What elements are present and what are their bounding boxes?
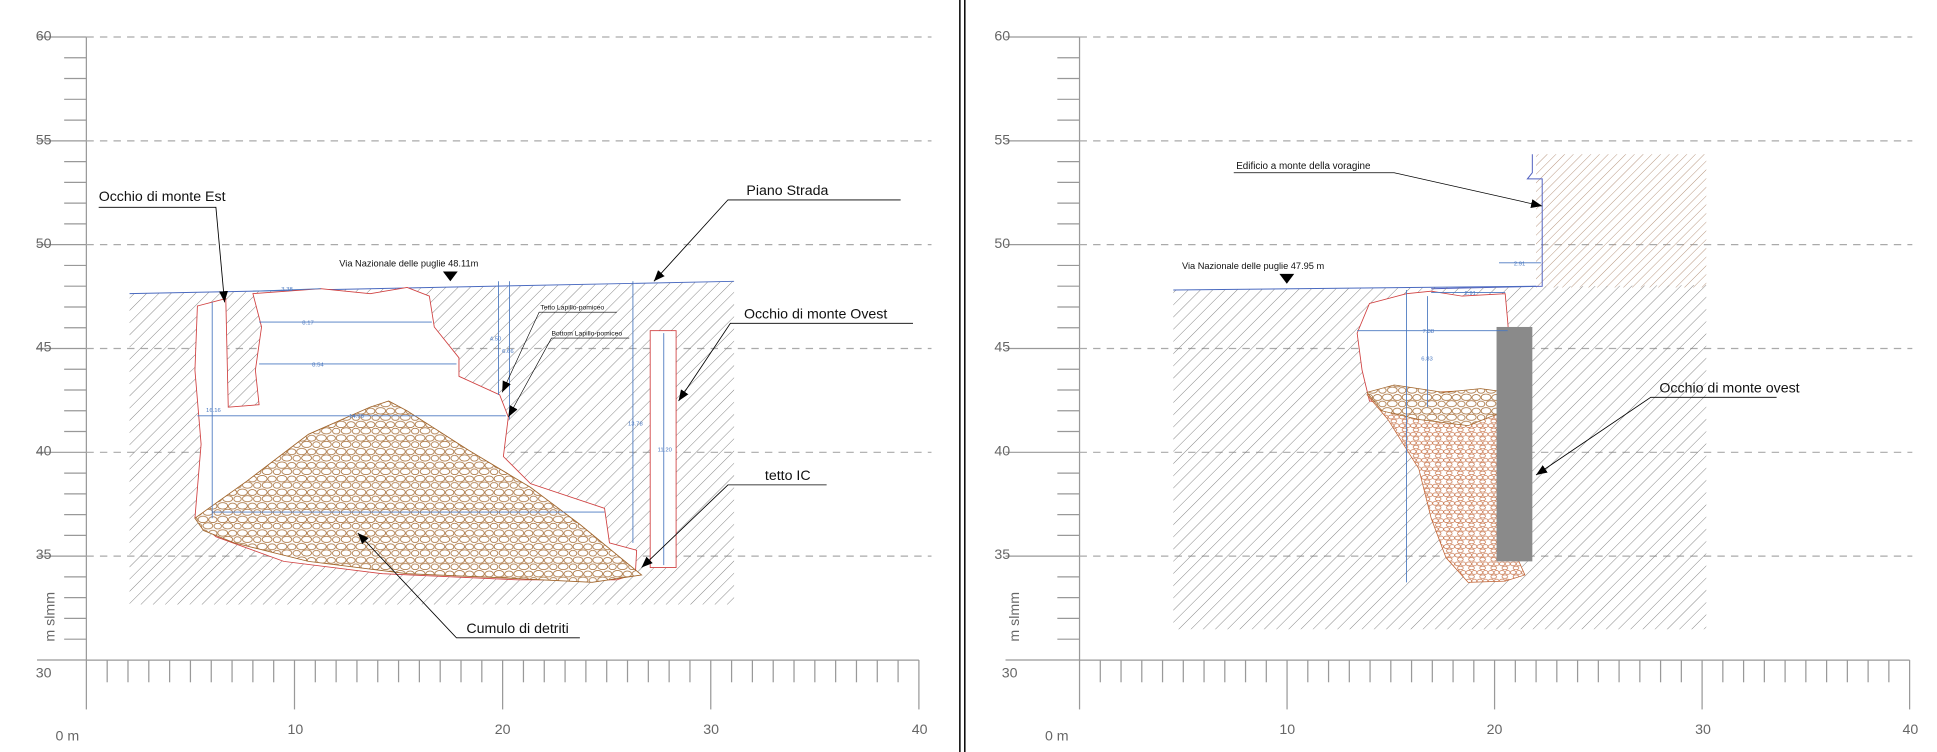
- dimension-label: 13.78: [628, 422, 643, 428]
- y-tick-label: 45: [36, 340, 52, 356]
- y-tick-label: 60: [36, 29, 52, 45]
- x-tick-label: 20: [1487, 722, 1503, 738]
- y-tick-label: 50: [36, 236, 52, 252]
- road-surface: [1173, 285, 1537, 291]
- x-tick-label: 30: [1695, 722, 1711, 738]
- dimension-label: 8.17: [302, 320, 314, 326]
- y-tick-label: 30: [36, 665, 52, 681]
- y-tick-label: 35: [36, 547, 52, 563]
- x-tick-label: 30: [703, 722, 719, 738]
- label-via-nazionale: Via Nazionale delle puglie 48.11m: [339, 259, 478, 269]
- dimension-lines: [197, 281, 665, 566]
- leader-arrow: [508, 337, 630, 418]
- x-tick-label: 20: [495, 722, 511, 738]
- label-occhio-est: Occhio di monte Est: [99, 189, 226, 205]
- dimension-label: 6.83: [1421, 356, 1433, 362]
- dimension-lines: [1357, 262, 1541, 583]
- x-tick-label: 10: [1279, 722, 1295, 738]
- dimension-label: 2.91: [1514, 261, 1526, 267]
- occhio-ovest-shaft: [649, 330, 677, 568]
- building-hatch: [1536, 154, 1707, 288]
- label-occhio-ovest: Occhio di monte ovest: [1659, 380, 1799, 396]
- leader-arrow: [98, 206, 228, 303]
- dimension-label: 3.38: [281, 287, 293, 293]
- occhio-ovest-wall: [1496, 326, 1533, 562]
- dimension-label: 6.66: [502, 349, 514, 355]
- y-tick-label: 40: [994, 443, 1010, 459]
- leader-arrow: [1233, 172, 1543, 208]
- x-tick-label: 0 m: [56, 728, 80, 744]
- left-section: 3.38 8.17 8.54 14.70 16.16 4.50 6.66 13.…: [98, 183, 913, 639]
- y-tick-label: 45: [994, 340, 1010, 356]
- leader-arrow: [357, 532, 580, 639]
- label-via-nazionale: Via Nazionale delle puglie 47.95 m: [1182, 261, 1325, 271]
- label-occhio-ovest: Occhio di monte Ovest: [744, 306, 887, 322]
- y-tick-label: 30: [1002, 665, 1018, 681]
- leader-arrow: [653, 199, 901, 282]
- label-tetto-lapillo: Tetto Lapillo-pomiceo: [540, 305, 604, 312]
- y-tick-label: 60: [994, 29, 1010, 45]
- dimension-label: 4.50: [490, 337, 502, 343]
- dimension-label: 16.16: [206, 408, 221, 414]
- x-tick-label: 40: [912, 722, 928, 738]
- dimension-label: 7.38: [1423, 329, 1435, 335]
- y-tick-label: 35: [994, 547, 1010, 563]
- y-tick-label: 50: [994, 236, 1010, 252]
- dimension-label: 11.20: [658, 448, 673, 454]
- leader-arrow: [678, 322, 913, 402]
- label-edificio: Edificio a monte della voragine: [1236, 161, 1371, 172]
- label-cumulo: Cumulo di detriti: [466, 621, 568, 637]
- label-bottom-lapillo: Bottom Lapillo-pomiceo: [551, 331, 622, 338]
- x-tick-label: 10: [287, 722, 303, 738]
- leader-arrow: [1535, 396, 1777, 476]
- y-tick-label: 55: [36, 132, 52, 148]
- x-tick-label: 40: [1902, 722, 1918, 738]
- y-tick-label: 40: [36, 443, 52, 459]
- leader-arrow: [641, 484, 827, 568]
- y-axis-title: m slmm: [42, 592, 58, 642]
- dimension-label: 14.70: [349, 414, 364, 420]
- dimension-label: 2.91: [1464, 291, 1476, 297]
- y-tick-label: 55: [994, 132, 1010, 148]
- leader-arrow: [501, 311, 617, 393]
- building-outline: [1431, 154, 1543, 290]
- right-section: 2.91 2.91 7.38 6.83 Edificio a monte del…: [1173, 154, 1800, 630]
- x-tick-label: 0 m: [1045, 728, 1069, 744]
- y-axis-title: m slmm: [1007, 592, 1023, 642]
- label-piano-strada: Piano Strada: [746, 183, 828, 199]
- dimension-label: 8.54: [312, 362, 324, 368]
- level-marker-icon: [442, 271, 458, 282]
- level-marker-icon: [1279, 273, 1295, 284]
- label-tetto-ic: tetto IC: [765, 468, 811, 484]
